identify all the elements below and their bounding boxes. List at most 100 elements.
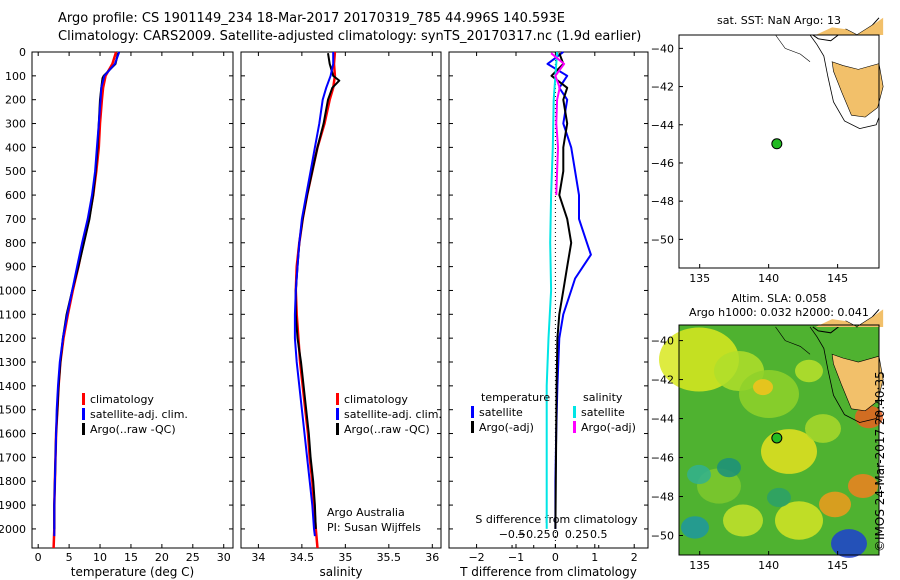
sla-patch [848, 474, 878, 498]
map-x-tick-label: 135 [689, 272, 710, 285]
climatology-legend-swatch [336, 393, 339, 405]
s-tick-label: 0.5 [590, 528, 608, 541]
x-tick-label: 35.5 [377, 551, 402, 564]
s-tick-label: −0.5 [499, 528, 526, 541]
argo-legend-label: Argo(..raw -QC) [344, 423, 430, 436]
satellite-legend-label: satellite-adj. clim. [90, 408, 188, 421]
sla-patch [775, 501, 823, 540]
credit-line2: PI: Susan Wijffels [327, 521, 421, 534]
map-bottom-title-line2: Argo h1000: 0.032 h2000: 0.041 [689, 306, 869, 319]
credit-line1: Argo Australia [327, 506, 405, 519]
map-x-tick-label: 140 [758, 272, 779, 285]
sla-patch [767, 487, 791, 508]
s-satellite-legend-swatch [573, 406, 576, 418]
y-tick-label: 1100 [0, 308, 26, 321]
map-panel-1: 135 140 145 −40 −42 −44 −46 −48 −50 Altim. SLA: 0… [651, 292, 884, 572]
y-tick-label: 1200 [0, 332, 26, 345]
x-tick-label: 25 [186, 551, 200, 564]
sla-patch [795, 359, 823, 383]
y-tick-label: 1000 [0, 284, 26, 297]
sla-patch [753, 379, 773, 396]
y-tick-label: 1400 [0, 380, 26, 393]
x-tick-label: 30 [217, 551, 231, 564]
x-tick-label: 35 [338, 551, 352, 564]
map-panel-0: 135 140 145 −40 −42 −44 −46 −48 −50 sat. SST: NaN… [651, 14, 884, 285]
depth-contour [775, 326, 811, 355]
y-tick-label: 200 [5, 94, 26, 107]
depth-contour [809, 326, 880, 423]
sla-patch [855, 405, 883, 429]
x-tick-label: 5 [66, 551, 73, 564]
tasmania-landmass [831, 353, 884, 412]
map-x-tick-label: 145 [827, 559, 848, 572]
depth-contour [775, 34, 811, 62]
y-tick-label: 1900 [0, 499, 26, 512]
y-tick-label: 500 [5, 165, 26, 178]
map-bottom-title-line1: Altim. SLA: 0.058 [731, 292, 826, 305]
x-tick-label: 0 [552, 551, 559, 564]
y-tick-label: 600 [5, 189, 26, 202]
y-tick-label: 1800 [0, 475, 26, 488]
y-tick-label: 100 [5, 70, 26, 83]
x-axis-label: temperature (deg C) [71, 565, 194, 579]
s-axis-label: S difference from climatology [475, 513, 638, 526]
timestamp-label: ©IMOS 24-Mar-2017 20:40:35 [873, 371, 887, 552]
map-x-tick-label: 145 [827, 272, 848, 285]
map-y-tick-label: −46 [651, 157, 674, 170]
salinity-satellite-line [293, 52, 335, 537]
t-satellite-legend-label: satellite [479, 406, 523, 419]
plot-frame [31, 51, 234, 549]
map-y-tick-label: −50 [651, 233, 674, 246]
x-axis-label: T difference from climatology [459, 565, 637, 579]
legend-header-temperature: temperature [481, 391, 550, 404]
difference-line-2 [545, 51, 559, 529]
temperature-satellite-line [53, 51, 121, 537]
sla-patch [723, 504, 763, 537]
y-tick-label: 1700 [0, 451, 26, 464]
map-frame [678, 34, 880, 269]
x-tick-label: 2 [631, 551, 638, 564]
argo-legend-swatch [336, 423, 339, 435]
sla-patch [819, 491, 851, 518]
figure-title-line2: Climatology: CARS2009. Satellite-adjuste… [58, 29, 642, 44]
x-tick-label: 0 [35, 551, 42, 564]
map-y-tick-label: −40 [651, 335, 674, 348]
x-tick-label: 15 [124, 551, 138, 564]
map-y-tick-label: −50 [651, 530, 674, 543]
sla-patch [717, 458, 741, 478]
y-tick-label: 1500 [0, 404, 26, 417]
tasmania-landmass [831, 61, 884, 118]
y-tick-label: 1600 [0, 428, 26, 441]
argo-float-marker [771, 138, 783, 150]
profile-panel-0: 0100200300400500600700800900100011001200… [0, 46, 234, 579]
argo-float-marker [771, 432, 783, 444]
y-tick-label: 1300 [0, 356, 26, 369]
depth-contour [809, 34, 880, 130]
y-tick-label: 800 [5, 237, 26, 250]
s-tick-label: −0.25 [517, 528, 551, 541]
map-frame [678, 324, 880, 556]
map-top-title: sat. SST: NaN Argo: 13 [717, 14, 841, 27]
map-x-tick-label: 135 [689, 559, 710, 572]
sla-patch [681, 516, 709, 539]
map-y-tick-label: −46 [651, 452, 674, 465]
sla-patch [739, 370, 799, 418]
x-tick-label: 10 [93, 551, 107, 564]
climatology-legend-label: climatology [90, 393, 154, 406]
satellite-legend-swatch [336, 408, 339, 420]
profile-panel-2: −2 −1 0 1 2T difference from climatology −0.5… [448, 51, 649, 579]
x-tick-label: 34.5 [290, 551, 315, 564]
map-x-tick-label: 140 [758, 559, 779, 572]
sla-patch [687, 464, 711, 485]
x-tick-label: 34 [251, 551, 265, 564]
legend-header-salinity: salinity [583, 391, 623, 404]
mainland-landmass [815, 17, 884, 35]
y-tick-label: 700 [5, 213, 26, 226]
y-tick-label: 300 [5, 118, 26, 131]
map-y-tick-label: −44 [651, 119, 674, 132]
x-axis-label: salinity [319, 565, 362, 579]
argo-legend-swatch [82, 423, 85, 435]
map-y-tick-label: −42 [651, 81, 674, 94]
